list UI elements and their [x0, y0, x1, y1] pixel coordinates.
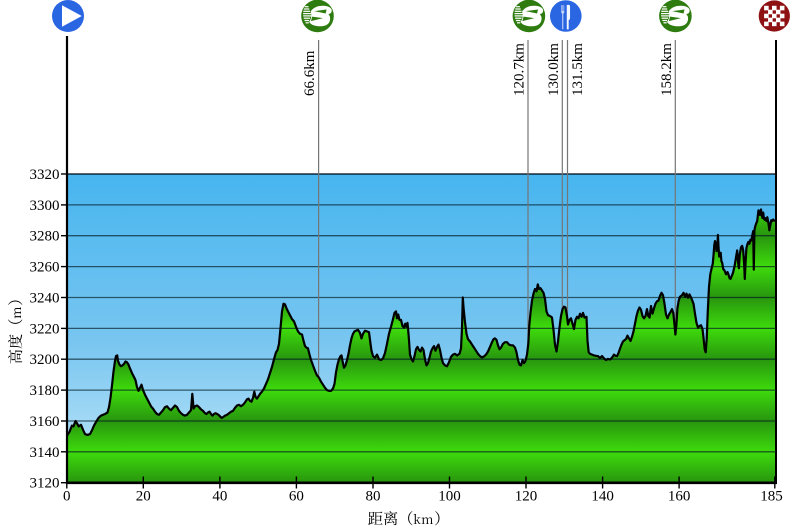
- svg-text:3120: 3120: [30, 476, 60, 492]
- svg-text:131.5km: 131.5km: [570, 43, 586, 96]
- svg-text:3280: 3280: [30, 229, 60, 245]
- svg-text:185: 185: [760, 489, 783, 505]
- svg-text:120.7km: 120.7km: [512, 43, 528, 96]
- svg-text:3240: 3240: [30, 291, 60, 307]
- svg-text:20: 20: [136, 489, 151, 505]
- svg-text:3220: 3220: [30, 321, 60, 337]
- svg-text:3260: 3260: [30, 260, 60, 276]
- svg-text:120: 120: [515, 489, 538, 505]
- svg-text:158.2km: 158.2km: [659, 43, 675, 96]
- svg-text:100: 100: [438, 489, 461, 505]
- svg-text:0: 0: [63, 489, 71, 505]
- svg-text:140: 140: [591, 489, 614, 505]
- svg-text:130.0km: 130.0km: [546, 43, 562, 96]
- svg-text:66.6km: 66.6km: [302, 50, 318, 96]
- svg-text:80: 80: [366, 489, 381, 505]
- svg-text:3200: 3200: [30, 352, 60, 368]
- svg-text:3160: 3160: [30, 414, 60, 430]
- svg-text:3300: 3300: [30, 198, 60, 214]
- svg-text:3320: 3320: [30, 167, 60, 183]
- svg-text:3140: 3140: [30, 445, 60, 461]
- svg-text:40: 40: [212, 489, 227, 505]
- svg-text:60: 60: [289, 489, 304, 505]
- svg-text:3180: 3180: [30, 383, 60, 399]
- svg-text:160: 160: [668, 489, 691, 505]
